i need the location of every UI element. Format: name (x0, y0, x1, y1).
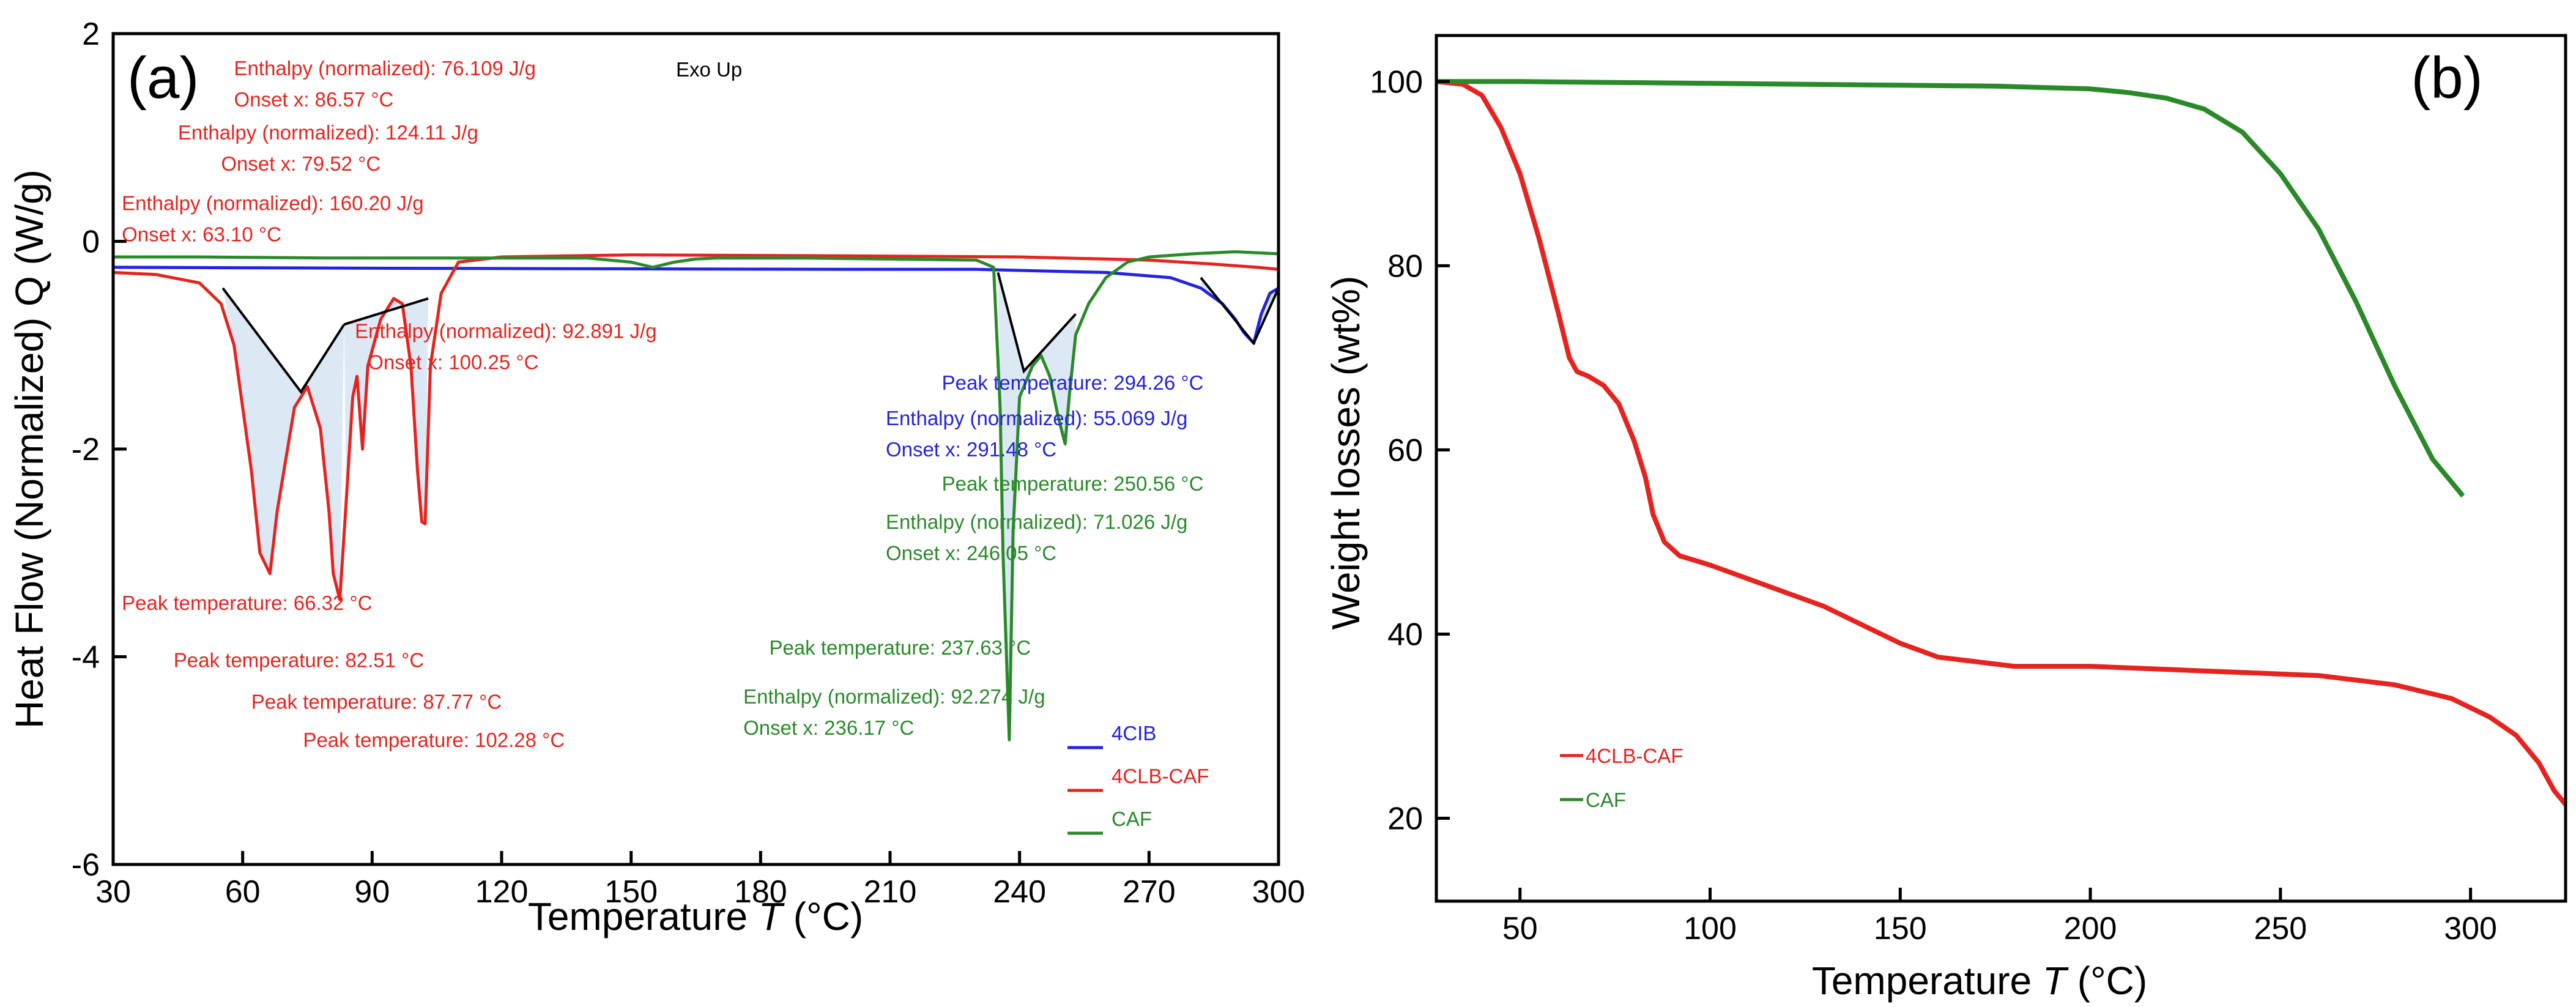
chart-b-series-4clb-caf (1436, 79, 2568, 806)
chart-a-xtick-label: 30 (95, 874, 131, 910)
chart-b-ticks: 50 100 150 200 250 300 20 40 60 80 100 (1370, 64, 2497, 946)
chart-a-xtick-label: 60 (225, 874, 261, 910)
chart-b: 50 100 150 200 250 300 20 40 60 80 100 (b) Tempera… (1324, 34, 2568, 1003)
chart-a-ticks: 30 60 90 120 150 180 210 240 270 300 -6 -4 -2 0 2 (72, 17, 1305, 910)
chart-b-frame (1435, 34, 2567, 903)
chart-a-annotation: Peak temperature: 82.51 °C (174, 648, 424, 671)
chart-a-xtick-label: 90 (354, 874, 390, 910)
chart-a-xtick-label: 240 (993, 874, 1046, 910)
chart-a-series-4clb-caf (113, 253, 1279, 601)
chart-a-integration-area (1201, 277, 1279, 343)
chart-a-annotation: Onset x: 79.52 °C (221, 152, 380, 175)
chart-b-ylabel: Weight losses (wt%) (1324, 276, 1368, 630)
chart-a-ytick-label: 2 (82, 17, 100, 52)
chart-a-xlabel: Temperature T (°C) (528, 894, 863, 938)
legend-label-4clb-caf: 4CLB-CAF (1586, 745, 1683, 767)
chart-a-ytick-label: -2 (72, 432, 100, 467)
chart-a-annotation: Peak temperature: 66.32 °C (122, 592, 372, 614)
chart-a-ytick-label: -6 (72, 847, 100, 883)
chart-b-ytick-label: 80 (1387, 248, 1423, 284)
chart-b-ytick-label: 100 (1370, 64, 1423, 100)
chart-a-annotation: Enthalpy (normalized): 92.274 J/g (743, 685, 1045, 708)
chart-b-xtick-label: 150 (1874, 911, 1927, 946)
chart-b-ytick-label: 40 (1387, 617, 1423, 652)
chart-b-xtick-label: 200 (2064, 911, 2117, 946)
chart-b-ytick-label: 60 (1387, 433, 1423, 468)
chart-a-annotation: Enthalpy (normalized): 55.069 J/g (886, 407, 1187, 429)
chart-b-series-caf (1436, 79, 2465, 498)
chart-a-xtick-label: 270 (1123, 874, 1176, 910)
chart-a-annotation: Enthalpy (normalized): 71.026 J/g (886, 511, 1187, 533)
chart-a-series-4cib (113, 266, 1280, 345)
chart-b-ytick-label: 20 (1387, 801, 1423, 837)
chart-a-xtick-label: 210 (864, 874, 917, 910)
chart-a-baseline (1200, 277, 1280, 346)
legend-label-4cib: 4CIB (1112, 722, 1156, 745)
chart-a-panel-label: (a) (127, 45, 199, 111)
chart-a-annotations: Enthalpy (normalized): 76.109 J/g Onset x… (122, 57, 1203, 751)
chart-a-annotation: Enthalpy (normalized): 92.891 J/g (355, 319, 656, 342)
chart-a-annotation: Peak temperature: 237.63 °C (769, 636, 1031, 659)
chart-a-marks (113, 250, 1280, 741)
chart-a-annotation: Onset x: 291.48 °C (886, 438, 1056, 461)
chart-a-integration-area (998, 272, 1076, 740)
legend-label-4clb-caf: 4CLB-CAF (1112, 765, 1209, 787)
chart-a-ytick-label: 0 (82, 225, 100, 260)
chart-a-legend: 4CIB 4CLB-CAF CAF (1067, 722, 1209, 835)
chart-a-ylabel: Heat Flow (Normalized) Q (W/g) (7, 169, 51, 729)
chart-a-xtick-label: 180 (734, 874, 787, 910)
chart-a-annotation: Onset x: 100.25 °C (368, 351, 538, 373)
chart-b-xlabel: Temperature T (°C) (1812, 959, 2147, 1003)
chart-a-annotation: Peak temperature: 250.56 °C (942, 472, 1204, 495)
chart-a-annotation: Peak temperature: 102.28 °C (303, 729, 565, 751)
chart-b-marks (1436, 79, 2568, 806)
chart-a-annotation: Enthalpy (normalized): 124.11 J/g (178, 121, 478, 144)
chart-a-xtick-label: 150 (604, 874, 658, 910)
chart-a-integration-area (344, 298, 429, 524)
chart-b-xtick-label: 250 (2254, 911, 2307, 946)
chart-a-annotation: Onset x: 86.57 °C (234, 88, 394, 111)
chart-a: 30 60 90 120 150 180 210 240 270 300-6-4-202 (a) … (7, 17, 1305, 938)
chart-a-annotation: Onset x: 236.17 °C (743, 716, 914, 739)
chart-a-xtick-label: 300 (1252, 874, 1305, 910)
chart-a-baseline (997, 272, 1077, 374)
chart-a-xtick-label: 120 (475, 874, 529, 910)
chart-b-xtick-label: 50 (1502, 911, 1538, 946)
chart-a-annotation: Peak temperature: 294.26 °C (942, 371, 1204, 394)
chart-b-xtick-label: 100 (1683, 911, 1737, 946)
chart-b-panel-label: (b) (2411, 45, 2482, 111)
chart-a-annotation: Enthalpy (normalized): 76.109 J/g (234, 57, 536, 80)
chart-b-legend: 4CLB-CAF CAF (1560, 745, 1683, 811)
chart-b-xtick-label: 300 (2444, 911, 2497, 946)
chart-a-baseline (221, 287, 346, 395)
chart-a-annotation: Peak temperature: 87.77 °C (251, 690, 502, 713)
chart-a-ytick-label: -4 (72, 640, 100, 675)
legend-label-caf: CAF (1112, 808, 1152, 830)
chart-a-series-caf (113, 250, 1279, 741)
chart-a-integration-area (223, 288, 344, 600)
chart-a-baseline (343, 297, 429, 326)
chart-a-exo-note: Exo Up (676, 58, 742, 81)
chart-a-annotation: Onset x: 63.10 °C (122, 223, 281, 246)
legend-label-caf: CAF (1586, 789, 1626, 811)
chart-a-annotation: Enthalpy (normalized): 160.20 J/g (122, 192, 423, 215)
chart-a-annotation: Onset x: 246.05 °C (886, 542, 1056, 565)
